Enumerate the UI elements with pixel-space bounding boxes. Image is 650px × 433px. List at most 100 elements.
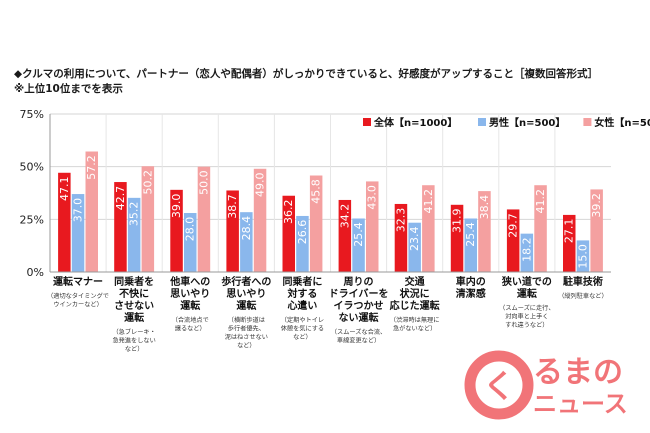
bar bbox=[282, 195, 295, 272]
category-sublabel: 休憩を気にする bbox=[281, 325, 324, 333]
category-label: 応じた運転 bbox=[390, 299, 440, 312]
bar bbox=[141, 166, 155, 272]
category-label: 清潔感 bbox=[456, 287, 486, 300]
bar bbox=[563, 214, 576, 272]
legend-label: 男性【n=500】 bbox=[489, 116, 565, 129]
category-sublabel: （スムーズな合流、 bbox=[331, 328, 386, 336]
logo-letter: く bbox=[483, 367, 515, 405]
bar bbox=[127, 197, 141, 272]
category-label: 運転マナー bbox=[53, 275, 103, 288]
category-sublabel: 車線変更など） bbox=[337, 337, 380, 345]
bar bbox=[71, 194, 85, 272]
data-label: 47.1 bbox=[58, 177, 71, 202]
bar bbox=[576, 240, 590, 272]
data-label: 50.0 bbox=[197, 170, 210, 195]
data-label: 50.2 bbox=[141, 170, 154, 195]
data-label: 28.4 bbox=[240, 216, 253, 241]
category-label: 同乗者を bbox=[114, 275, 154, 288]
bar bbox=[296, 215, 309, 272]
category-label: 運転 bbox=[124, 311, 144, 324]
category-label: 心遣い bbox=[287, 299, 317, 312]
category-label: 対する bbox=[286, 287, 317, 300]
data-label: 29.7 bbox=[507, 213, 520, 238]
category-sublabel: 泥はねさせない bbox=[225, 333, 268, 341]
category-label: 歩行者への bbox=[221, 275, 271, 288]
category-sublabel: （渋滞時は無理に bbox=[390, 316, 440, 324]
bar bbox=[478, 191, 491, 272]
data-label: 26.6 bbox=[296, 220, 309, 245]
bar bbox=[240, 212, 253, 272]
bar bbox=[170, 189, 183, 272]
logo-text-bottom: ニュース bbox=[533, 390, 628, 418]
category-label: ドライバーを bbox=[329, 288, 389, 300]
category-label: 運転 bbox=[517, 287, 537, 300]
category-sublabel: （急ブレーキ・ bbox=[112, 328, 155, 336]
category-sublabel: など） bbox=[293, 333, 312, 341]
category-sublabel: すれ違うなど） bbox=[505, 321, 548, 329]
bar bbox=[464, 218, 477, 272]
category-label: させない bbox=[114, 300, 154, 312]
data-label: 23.4 bbox=[408, 226, 421, 251]
legend-label: 女性【n=500】 bbox=[594, 116, 650, 129]
category-label: 運転 bbox=[180, 299, 200, 312]
logo-ring bbox=[464, 350, 534, 420]
category-label: 運転 bbox=[236, 299, 256, 312]
category-sublabel: ウインカーなど） bbox=[53, 301, 103, 309]
category-label: 周りの bbox=[344, 276, 374, 288]
data-label: 36.2 bbox=[282, 199, 295, 224]
category-label: 狭い道での bbox=[501, 275, 552, 288]
y-tick-label: 75% bbox=[20, 108, 44, 121]
y-tick-label: 25% bbox=[20, 213, 44, 226]
category-sublabel: 譲るなど） bbox=[175, 325, 206, 333]
data-label: 42.7 bbox=[114, 186, 127, 211]
category-sublabel: （定期やトイレ bbox=[281, 316, 324, 324]
data-label: 38.4 bbox=[478, 195, 491, 220]
data-label: 39.0 bbox=[170, 194, 183, 219]
category-label: 同乗者に bbox=[282, 275, 322, 288]
bar bbox=[394, 203, 408, 272]
bar bbox=[197, 166, 211, 272]
data-label: 43.0 bbox=[366, 185, 379, 210]
category-label: 駐車技術 bbox=[563, 275, 603, 288]
bar bbox=[58, 172, 71, 272]
category-sublabel: （縦列駐車など） bbox=[558, 292, 608, 300]
category-sublabel: （適切なタイミングで bbox=[47, 292, 109, 300]
y-tick-label: 0% bbox=[27, 266, 44, 279]
bar bbox=[520, 233, 534, 272]
bar bbox=[184, 213, 197, 272]
bar bbox=[366, 181, 379, 272]
data-label: 28.0 bbox=[184, 217, 197, 242]
data-label: 41.2 bbox=[422, 189, 435, 214]
bar bbox=[85, 151, 98, 272]
data-label: 35.2 bbox=[128, 202, 141, 227]
bar bbox=[338, 199, 352, 272]
category-sublabel: （スムーズに走行、 bbox=[499, 304, 554, 312]
category-label: ない運転 bbox=[339, 311, 379, 324]
data-label: 37.0 bbox=[72, 198, 85, 223]
category-sublabel: 歩行者優先、 bbox=[228, 325, 265, 333]
bar bbox=[226, 190, 239, 272]
category-label: 不快に bbox=[119, 287, 149, 300]
logo-text-top: るまの bbox=[533, 355, 623, 390]
data-label: 25.4 bbox=[464, 222, 477, 247]
bar bbox=[253, 168, 267, 272]
data-label: 38.7 bbox=[226, 194, 239, 219]
y-tick-label: 50% bbox=[20, 161, 44, 174]
data-label: 25.4 bbox=[352, 222, 365, 247]
bar bbox=[114, 182, 127, 272]
category-sublabel: 急がないなど） bbox=[393, 325, 436, 333]
data-label: 57.2 bbox=[85, 155, 98, 180]
bar bbox=[309, 175, 323, 272]
legend-swatch bbox=[478, 118, 486, 126]
category-sublabel: （横断歩道は bbox=[228, 316, 265, 324]
category-label: イラつかせ bbox=[334, 300, 384, 312]
data-label: 34.2 bbox=[338, 204, 351, 229]
data-label: 27.1 bbox=[563, 219, 576, 244]
category-sublabel: （合流地点で bbox=[172, 316, 209, 324]
category-label: 状況に bbox=[400, 287, 430, 300]
data-label: 31.9 bbox=[451, 209, 464, 234]
category-label: 交通 bbox=[405, 275, 425, 288]
bar bbox=[352, 218, 365, 272]
bar bbox=[450, 204, 464, 272]
